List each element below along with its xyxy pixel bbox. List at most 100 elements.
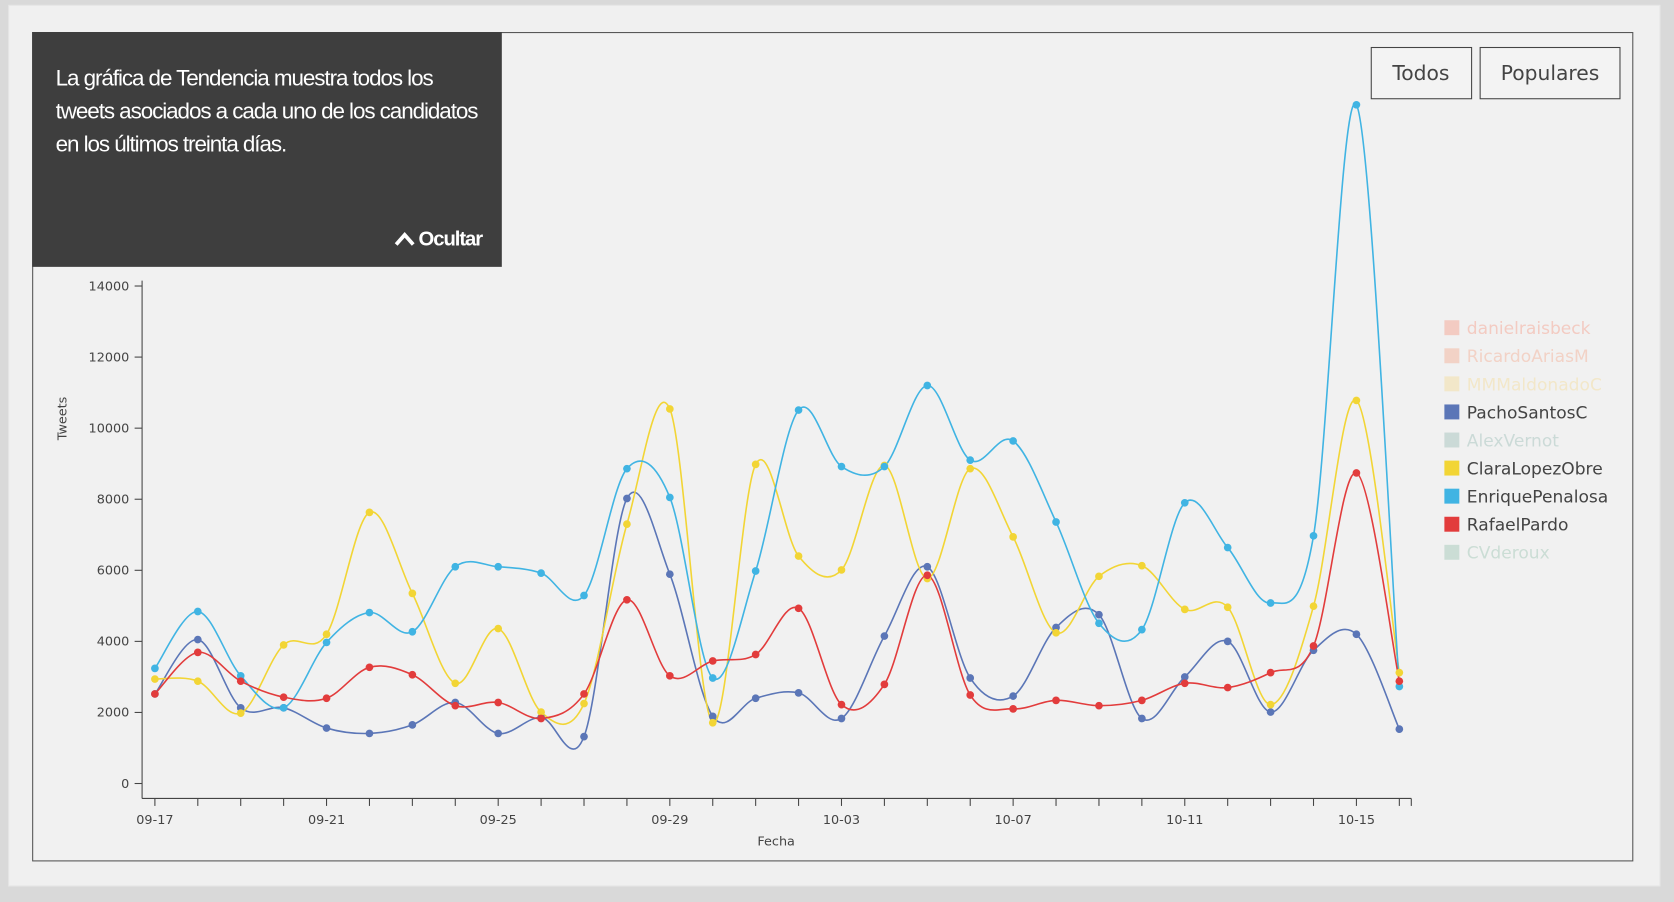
data-point [880, 680, 889, 689]
legend-item[interactable]: ClaraLopezObre [1444, 459, 1603, 479]
legend-item[interactable]: CVderoux [1444, 544, 1550, 564]
legend-swatch [1444, 432, 1460, 448]
data-point [494, 562, 503, 571]
legend-label[interactable]: MMMaldonadoC [1467, 375, 1602, 395]
data-point [365, 508, 374, 517]
y-axis-label: Tweets [55, 396, 70, 441]
data-point [1095, 572, 1103, 581]
data-point [751, 694, 760, 703]
legend-label[interactable]: RicardoAriasM [1467, 347, 1589, 367]
legend-item[interactable]: RicardoAriasM [1444, 347, 1589, 367]
data-point [794, 689, 803, 697]
legend-swatch [1444, 320, 1460, 336]
data-point [1180, 498, 1189, 507]
data-point [322, 694, 331, 703]
data-point [322, 724, 331, 732]
button-label[interactable]: Populares [1501, 61, 1600, 85]
data-point [1095, 619, 1103, 628]
data-point [365, 608, 374, 617]
legend-swatch [1444, 544, 1460, 560]
legend-item[interactable]: danielraisbeck [1444, 319, 1591, 339]
legend-label[interactable]: PachoSantosC [1467, 403, 1588, 423]
data-point [451, 701, 460, 710]
info-text: La gráfica de Tendencia muestra todos lo… [55, 66, 479, 157]
legend-item[interactable]: PachoSantosC [1444, 403, 1587, 423]
data-point [1352, 630, 1361, 639]
data-point [1352, 469, 1361, 477]
legend-label[interactable]: AlexVernot [1467, 431, 1560, 451]
data-point [751, 650, 760, 659]
legend-item[interactable]: MMMaldonadoC [1444, 375, 1602, 395]
button-label[interactable]: Todos [1391, 61, 1449, 85]
data-point [794, 604, 803, 613]
x-tick-label: 09-17 [136, 813, 173, 828]
data-point [1180, 673, 1189, 681]
data-point [580, 699, 588, 708]
data-point [537, 714, 545, 723]
legend-swatch [1444, 348, 1460, 364]
data-point [966, 691, 975, 699]
data-point [408, 670, 417, 679]
data-point [1052, 623, 1060, 632]
data-point [580, 732, 588, 741]
data-point [923, 562, 932, 571]
y-tick-label: 14000 [89, 279, 130, 294]
data-point [322, 638, 331, 647]
data-point [1052, 628, 1060, 637]
x-tick-label: 09-25 [480, 813, 517, 828]
legend-item[interactable]: EnriquePenalosa [1444, 488, 1608, 508]
button-populares[interactable] [1479, 46, 1621, 100]
data-point [193, 607, 202, 616]
y-tick-label: 12000 [89, 350, 130, 365]
series-line [154, 399, 1401, 725]
data-point [837, 700, 846, 709]
data-point [1095, 610, 1103, 619]
x-tick-label: 10-15 [1338, 813, 1375, 828]
legend-label[interactable]: ClaraLopezObre [1467, 459, 1603, 479]
data-point [708, 718, 717, 727]
data-point [1138, 696, 1146, 705]
data-point [408, 627, 417, 636]
data-point [236, 709, 245, 717]
data-point [794, 552, 803, 560]
data-point [1352, 396, 1361, 405]
data-point [923, 571, 932, 580]
data-point [494, 729, 503, 738]
info-box [32, 32, 502, 267]
data-point [151, 675, 159, 683]
data-point [966, 674, 975, 682]
data-point [193, 648, 202, 657]
data-point [365, 729, 374, 738]
data-point [623, 520, 631, 528]
data-point [623, 464, 631, 473]
data-point [580, 591, 588, 600]
data-point [837, 714, 846, 723]
data-point [1352, 100, 1361, 109]
data-point [279, 703, 288, 712]
y-tick-label: 6000 [97, 564, 130, 579]
button-todos[interactable] [1370, 46, 1473, 100]
data-point [794, 406, 803, 414]
legend-label[interactable]: danielraisbeck [1467, 319, 1591, 339]
legend-swatch [1444, 404, 1460, 420]
data-point [1266, 708, 1275, 716]
hide-label[interactable]: Ocultar [419, 229, 485, 251]
hide-button[interactable]: Ocultar [394, 229, 485, 251]
legend-label[interactable]: CVderoux [1467, 544, 1550, 564]
legend-label[interactable]: EnriquePenalosa [1467, 488, 1608, 508]
data-point [279, 641, 288, 649]
legend-label[interactable]: RafaelPardo [1467, 516, 1569, 536]
data-point [236, 677, 245, 686]
data-point [665, 671, 674, 680]
data-point [1395, 725, 1404, 733]
legend-swatch [1444, 460, 1460, 476]
data-point [451, 562, 460, 571]
legend-item[interactable]: AlexVernot [1444, 431, 1559, 451]
data-point [708, 657, 717, 665]
legend-item[interactable]: RafaelPardo [1444, 516, 1568, 536]
x-tick-label: 10-11 [1166, 813, 1203, 828]
x-tick-label: 10-07 [995, 813, 1032, 828]
x-tick-label: 10-03 [823, 813, 860, 828]
series-line [154, 491, 1401, 750]
data-point [236, 703, 245, 712]
